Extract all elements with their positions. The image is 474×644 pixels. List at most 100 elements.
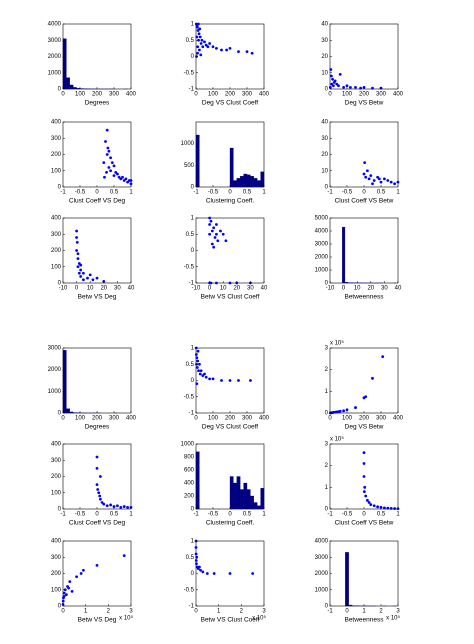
x-tick-label: 300 (376, 92, 387, 98)
scatter-point (228, 46, 232, 50)
scatter-point (194, 559, 198, 562)
x-axis-label: Betw VS Deg (78, 294, 117, 301)
scatter-point (199, 369, 203, 373)
scatter-point (210, 242, 214, 246)
x-tick-label: 300 (242, 92, 253, 98)
x-tick-label: 200 (359, 416, 370, 422)
y-scale-label: x 10⁵ (330, 340, 344, 347)
x-axis-label: Deg VS Clust Coeff (202, 424, 258, 431)
x-axis-label: Degrees (85, 100, 110, 107)
x-tick-label: 0 (345, 609, 349, 615)
scatter-point (228, 379, 232, 382)
scatter-point (201, 570, 205, 574)
y-tick-label: 4000 (48, 22, 62, 28)
y-tick-label: 500 (184, 163, 195, 169)
scatter-point (381, 355, 385, 359)
scatter-point (251, 572, 255, 575)
scatter-point (75, 240, 79, 244)
x-axis-label: Betw VS Clust Coeff (201, 294, 260, 301)
histogram-bar (250, 176, 254, 188)
x-tick-label: -10 (326, 286, 335, 292)
x-tick-label: 20 (367, 286, 374, 292)
y-tick-label: -1 (189, 604, 195, 610)
scatter-point (70, 589, 74, 593)
scatter-point (79, 263, 83, 267)
scatter-point (105, 128, 109, 132)
histogram-bar (62, 350, 67, 414)
scatter-point (97, 491, 101, 495)
y-scale-label: x 10⁵ (330, 436, 344, 443)
scatter-point (332, 84, 335, 88)
scatter-point (372, 179, 376, 182)
x-tick-label: 0 (342, 286, 346, 292)
scatter-point (199, 42, 203, 45)
scatter-point (212, 572, 216, 575)
histogram-bar (243, 173, 248, 188)
x-axis-label: Degrees (85, 424, 110, 431)
scatter-point (228, 572, 232, 575)
x-scale-label: x 10⁵ (386, 615, 400, 622)
scatter-point (328, 85, 332, 89)
x-tick-label: -0.5 (208, 512, 219, 518)
y-tick-label: 100 (51, 264, 62, 270)
scatter-point (99, 475, 102, 478)
scatter-point (372, 504, 376, 508)
subplot: 0 100 200 300 400 -1 -0.5 0 0.5 1 Deg VS Clust Coe… (184, 22, 270, 107)
scatter-point (95, 466, 99, 470)
scatter-point (354, 406, 357, 409)
subplot: -10 0 10 20 30 40010002000300040005000Between… (315, 216, 402, 301)
x-tick-label: -0.5 (342, 190, 353, 196)
scatter-point (363, 161, 367, 165)
scatter-point (109, 156, 112, 160)
plot-frame (329, 347, 399, 414)
scatter-point (197, 369, 200, 373)
y-tick-label: 400 (51, 120, 62, 126)
x-tick-label: 100 (208, 92, 219, 98)
y-tick-label: 0 (58, 411, 62, 417)
x-tick-label: -1 (193, 190, 199, 196)
y-tick-label: 3000 (315, 555, 329, 561)
x-tick-label: 30 (381, 286, 388, 292)
x-axis-label: Clust Coeff VS Betw (335, 520, 394, 527)
x-tick-label: 0 (362, 512, 366, 518)
x-tick-label: -0.5 (342, 512, 353, 518)
subplot: -10 0 10 20 30 40 -1 -0.5 0 0.5 1 Betw VS Clust Coe… (184, 216, 268, 301)
y-tick-label: 2 (325, 367, 329, 373)
scatter-point (195, 366, 199, 369)
scatter-point (196, 22, 200, 26)
scatter-point (196, 45, 200, 49)
scatter-point (201, 45, 205, 49)
scatter-point (219, 229, 222, 233)
x-tick-label: 400 (393, 416, 404, 422)
y-tick-label: 0 (325, 281, 329, 287)
x-tick-label: 100 (75, 92, 86, 98)
scatter-point (345, 408, 349, 412)
x-tick-label: 0.5 (243, 190, 252, 196)
scatter-point (106, 146, 110, 150)
x-axis-label: Betweenness (344, 294, 384, 301)
x-axis-label: Betweenness (344, 617, 384, 624)
x-tick-label: 1 (396, 190, 400, 196)
scatter-point (225, 48, 229, 52)
scatter-point (200, 38, 204, 42)
scatter-point (82, 568, 85, 572)
scatter-point (75, 229, 78, 233)
scatter-point (329, 74, 333, 78)
scatter-point (208, 42, 212, 45)
x-tick-label: 100 (75, 416, 86, 422)
scatter-point (194, 552, 198, 556)
histogram-bar (66, 77, 70, 90)
x-tick-label: 0 (328, 416, 332, 422)
scatter-point (103, 175, 106, 179)
scatter-point (122, 505, 126, 508)
scatter-point (208, 216, 212, 220)
y-tick-label: 0 (58, 185, 62, 191)
y-tick-label: 200 (184, 494, 195, 500)
plot-frame (329, 540, 399, 607)
y-tick-label: 0.5 (186, 362, 195, 368)
histogram-bar (348, 604, 353, 607)
x-tick-label: 0.5 (110, 512, 119, 518)
histogram-bar (250, 495, 254, 510)
y-tick-label: 0.5 (186, 232, 195, 238)
